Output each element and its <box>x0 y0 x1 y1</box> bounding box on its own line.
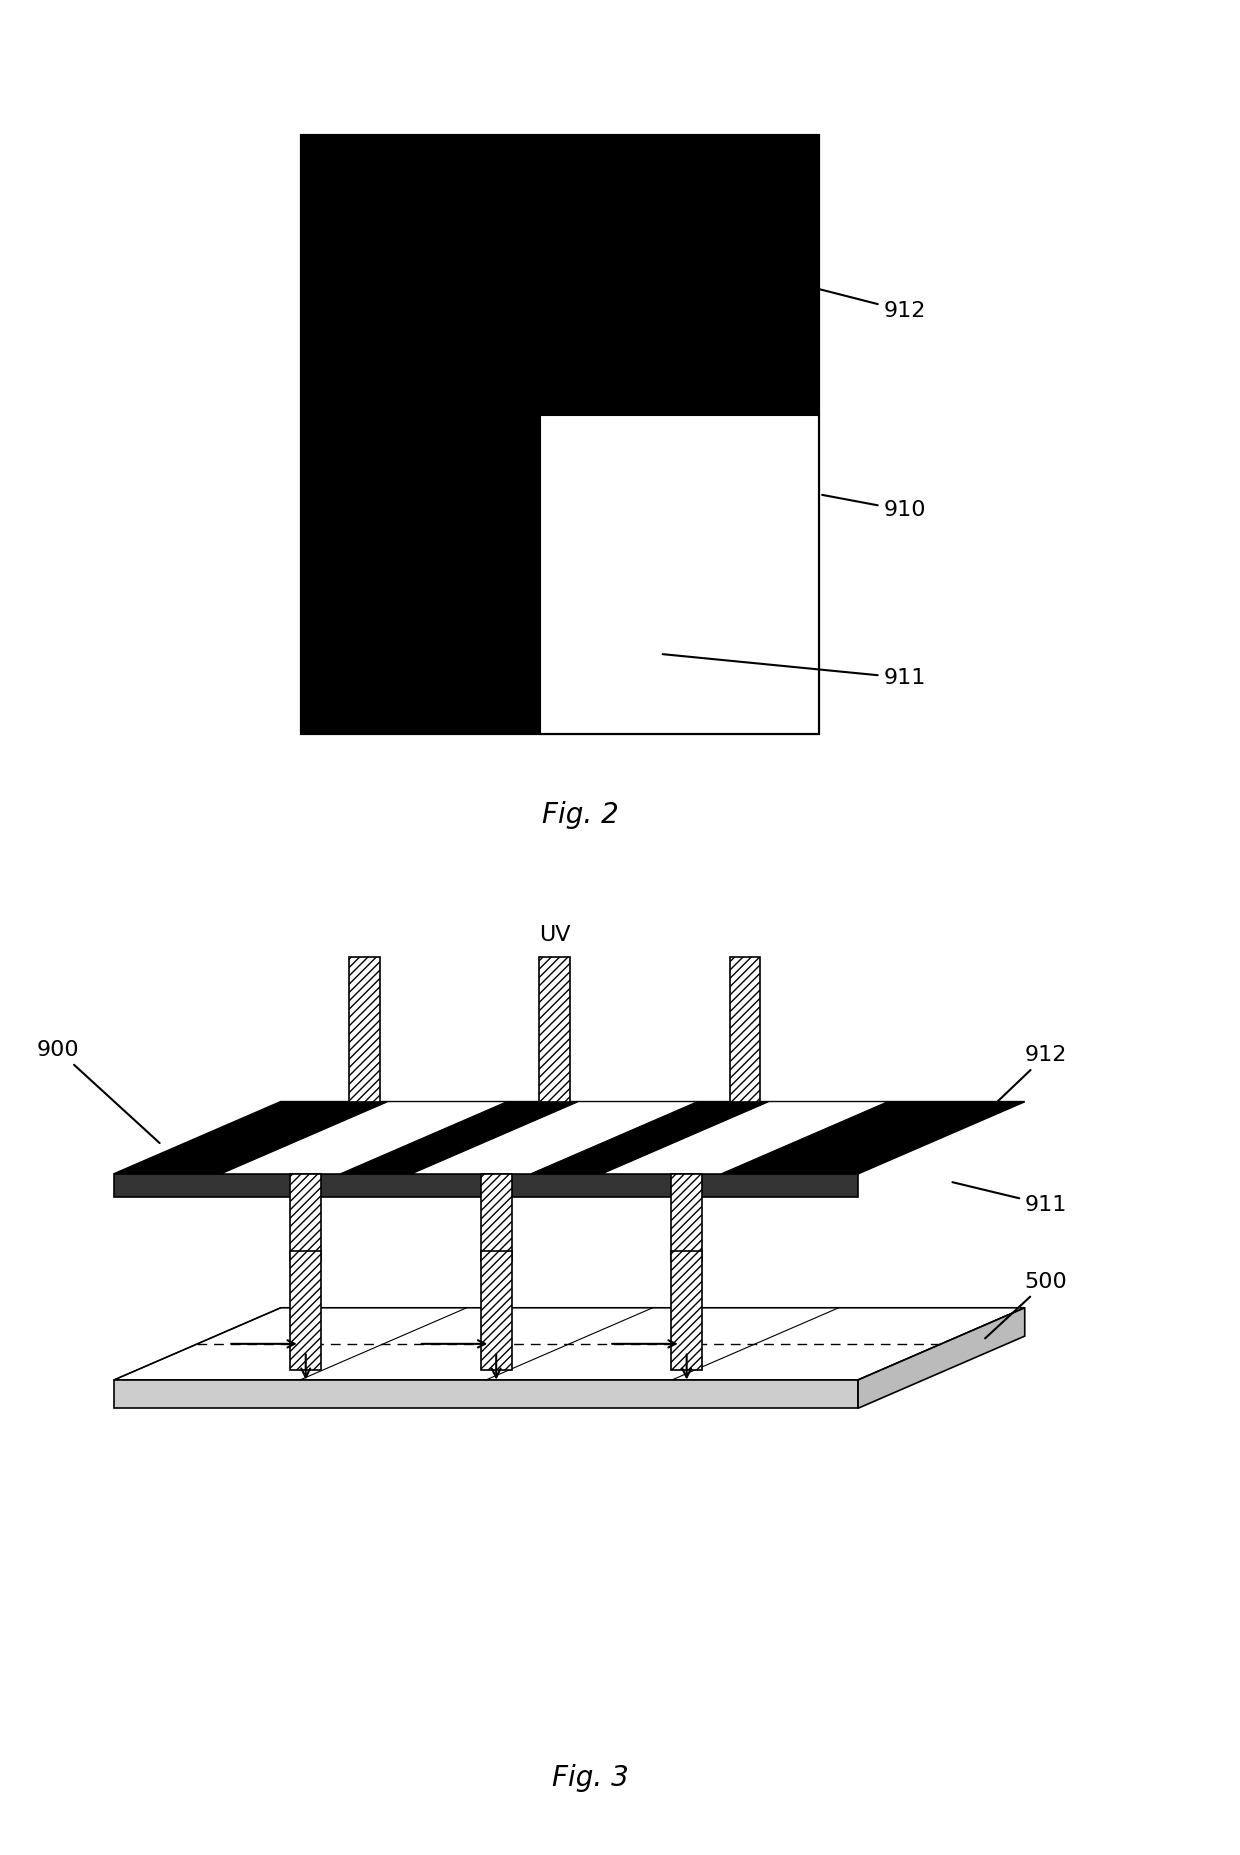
Polygon shape <box>114 1380 858 1408</box>
Bar <box>348 957 379 1102</box>
Polygon shape <box>603 1102 888 1174</box>
Bar <box>729 957 760 1102</box>
Text: 900: 900 <box>37 1041 160 1143</box>
Polygon shape <box>221 1102 507 1174</box>
Text: UV: UV <box>538 924 570 944</box>
Bar <box>301 135 820 733</box>
Text: 911: 911 <box>952 1182 1068 1215</box>
Bar <box>481 1250 512 1369</box>
Bar <box>290 1174 321 1261</box>
Bar <box>539 957 570 1102</box>
Polygon shape <box>114 1102 1024 1174</box>
Bar <box>671 1250 702 1369</box>
Text: 500: 500 <box>985 1273 1068 1337</box>
Polygon shape <box>114 1308 1024 1380</box>
Polygon shape <box>858 1308 1024 1408</box>
Bar <box>541 414 820 733</box>
Text: Fig. 2: Fig. 2 <box>542 801 619 829</box>
Bar <box>671 1174 702 1261</box>
Text: 911: 911 <box>662 655 925 688</box>
Text: Fig. 3: Fig. 3 <box>552 1764 629 1792</box>
Bar <box>290 1250 321 1369</box>
Polygon shape <box>412 1102 697 1174</box>
Text: 912: 912 <box>977 1044 1068 1122</box>
Text: 912: 912 <box>782 280 925 321</box>
Polygon shape <box>114 1174 858 1196</box>
Bar <box>481 1174 512 1261</box>
Bar <box>301 135 820 733</box>
Text: 910: 910 <box>822 495 926 519</box>
